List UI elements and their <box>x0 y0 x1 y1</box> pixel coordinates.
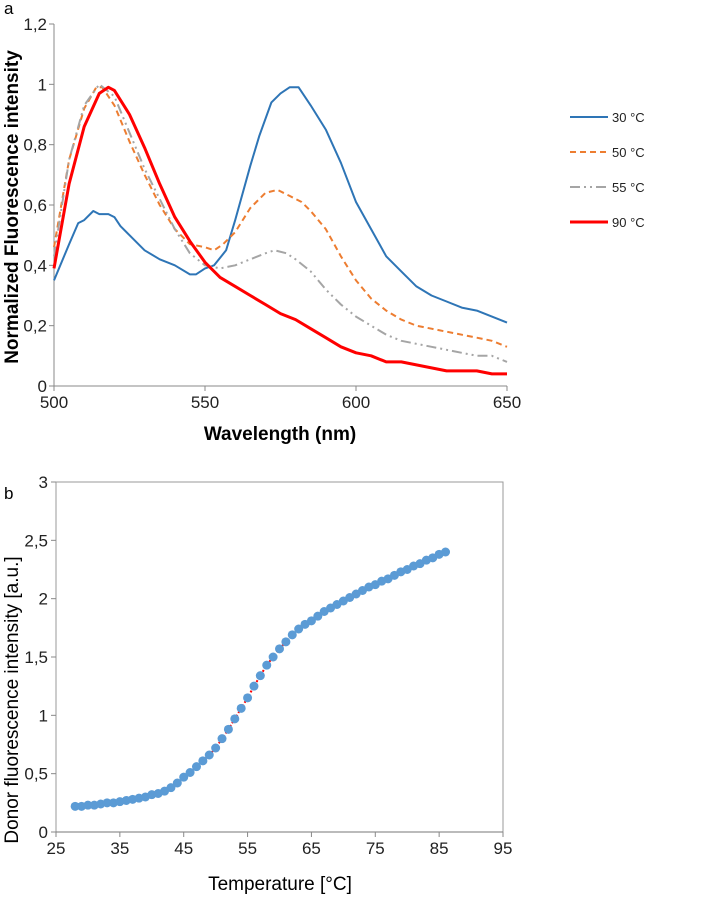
x-tick-label-b: 45 <box>174 839 193 858</box>
y-tick-label-b: 3 <box>39 473 48 492</box>
series-line-90c <box>52 85 507 376</box>
plot-frame-b <box>55 481 504 833</box>
y-tick-label-b: 0 <box>39 823 48 842</box>
data-point <box>204 750 214 760</box>
data-point <box>83 800 93 810</box>
chart-b: b 0 0,5 1 1,5 2 2,5 3 25 35 45 55 65 75 85 95 Temperat… <box>2 473 512 895</box>
x-tick-label-a: 550 <box>191 393 219 412</box>
data-point <box>243 693 253 703</box>
data-point <box>313 611 323 621</box>
y-tick-label-b: 0,5 <box>24 765 48 784</box>
data-point <box>172 778 182 788</box>
x-tick-label-a: 600 <box>342 393 370 412</box>
data-point <box>268 652 278 662</box>
legend-label: 30 °C <box>612 110 645 125</box>
panel-label-a: a <box>4 0 14 18</box>
data-point <box>179 772 189 782</box>
y-tick-label-a: 0 <box>38 377 47 396</box>
x-tick-label-a: 500 <box>40 393 68 412</box>
x-tick-label-b: 65 <box>302 839 321 858</box>
data-point <box>262 660 272 670</box>
data-point <box>287 630 297 640</box>
chart-a: a 0 0,2 0,4 0,6 0,8 1 1,2 500 550 600 650 30 °C 50 … <box>2 0 645 445</box>
legend-label: 90 °C <box>612 215 645 230</box>
data-point <box>441 547 451 557</box>
series-line-55c <box>53 83 508 363</box>
y-tick-label-a: 1,2 <box>23 15 47 34</box>
data-point <box>249 681 259 691</box>
y-tick-label-b: 1,5 <box>24 648 48 667</box>
y-tick-label-b: 2,5 <box>24 531 48 550</box>
y-tick-label-a: 1 <box>38 75 47 94</box>
y-tick-label-a: 0,8 <box>23 136 47 155</box>
data-point <box>275 644 284 654</box>
legend-label: 55 °C <box>612 180 645 195</box>
data-point <box>230 714 240 724</box>
data-point <box>185 768 195 777</box>
data-point <box>281 637 291 647</box>
data-point <box>306 616 316 626</box>
data-point <box>236 703 246 713</box>
x-tick-label-a: 650 <box>493 393 521 412</box>
x-tick-label-b: 95 <box>494 839 513 858</box>
y-axis-title-a: Normalized Fluorescence intensity <box>2 50 23 364</box>
legend-label: 50 °C <box>612 145 645 160</box>
x-axis-title-b: Temperature [°C] <box>208 874 352 895</box>
data-point <box>191 762 201 772</box>
y-tick-label-a: 0,4 <box>23 256 47 275</box>
data-point <box>211 743 221 753</box>
x-tick-label-b: 25 <box>47 839 66 858</box>
data-point <box>255 671 265 681</box>
data-point <box>102 798 112 808</box>
series-line-50c <box>53 86 508 348</box>
x-tick-label-b: 35 <box>110 839 129 858</box>
data-point <box>223 724 233 734</box>
data-point <box>166 783 176 793</box>
series-line-30c <box>53 86 508 324</box>
legend-a: 30 °C 50 °C 55 °C 90 °C <box>570 110 645 230</box>
y-tick-label-a: 0,6 <box>23 196 47 215</box>
data-point <box>294 624 304 634</box>
x-tick-label-b: 75 <box>366 839 385 858</box>
panel-label-b: b <box>4 484 13 503</box>
x-tick-label-b: 55 <box>238 839 257 858</box>
x-axis-title-a: Wavelength (nm) <box>204 424 356 445</box>
data-point <box>198 756 208 766</box>
y-tick-label-a: 0,2 <box>23 317 47 336</box>
data-point <box>70 801 80 811</box>
y-tick-label-b: 1 <box>39 706 48 725</box>
y-tick-label-b: 2 <box>39 590 48 609</box>
data-point <box>217 734 227 744</box>
x-tick-label-b: 85 <box>430 839 449 858</box>
y-axis-title-b: Donor fluorescence intensity [a.u.] <box>2 556 23 843</box>
